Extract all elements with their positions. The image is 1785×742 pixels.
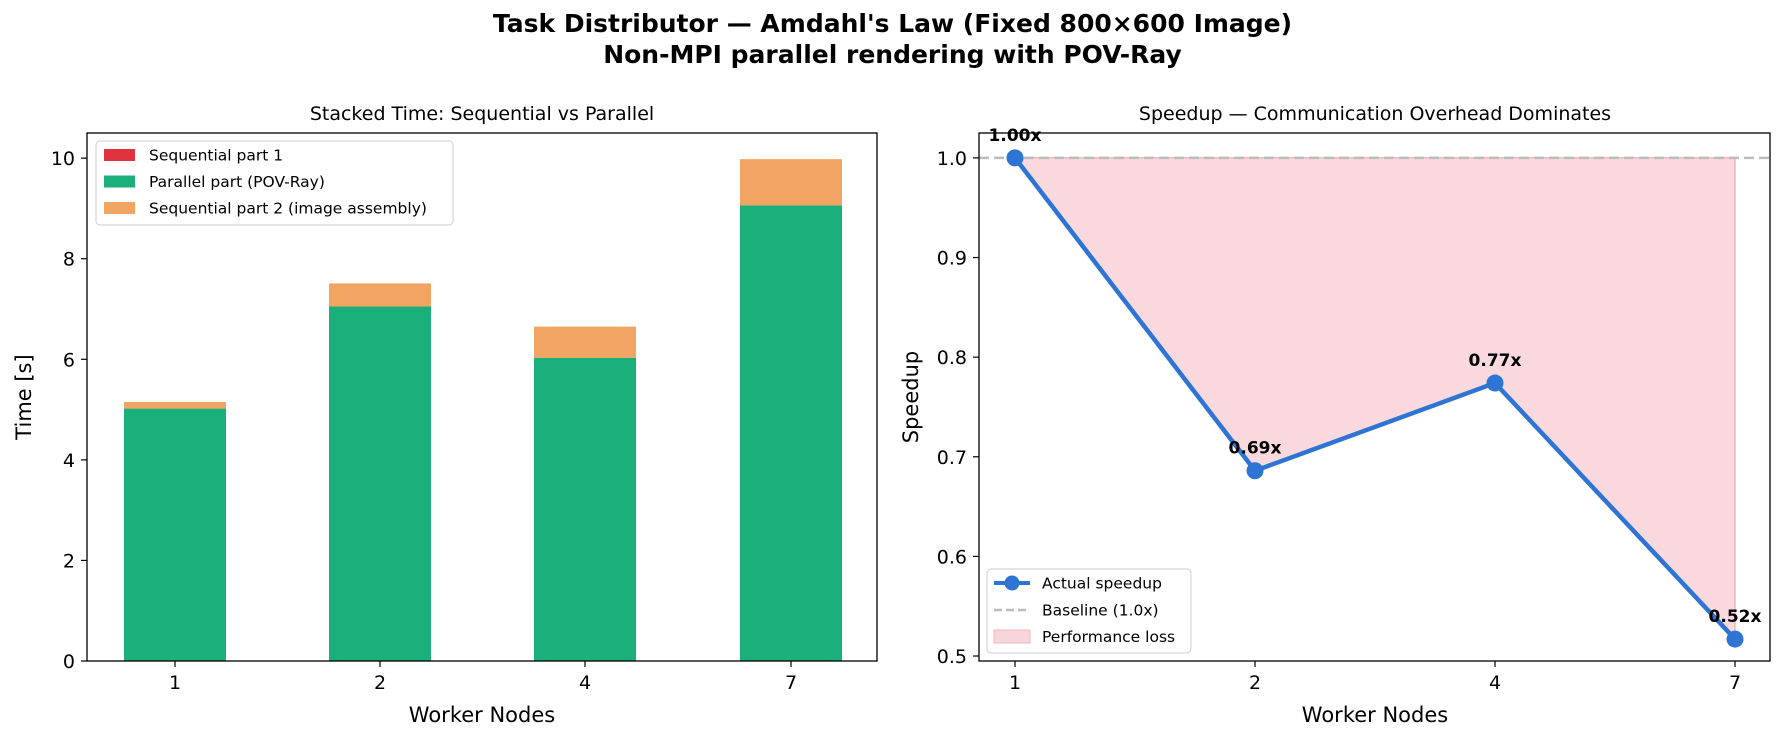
figure-title: Task Distributor — Amdahl's Law (Fixed 8…: [0, 8, 1785, 70]
data-label: 0.69x: [1229, 439, 1282, 459]
legend-label: Actual speedup: [1042, 575, 1162, 593]
bar-segment-parallel: [124, 408, 226, 661]
x-tick-label: 1: [1009, 672, 1021, 694]
plot-frame: [978, 132, 1771, 662]
y-tick-label: 0.7: [937, 447, 967, 469]
x-tick-label: 7: [785, 672, 797, 694]
y-tick-label: 0: [63, 651, 75, 673]
chart-title: Speedup — Communication Overhead Dominat…: [1139, 103, 1611, 125]
legend-label: Performance loss: [1042, 628, 1175, 646]
y-axis-label: Time [s]: [12, 354, 36, 440]
x-tick-label: 7: [1729, 672, 1741, 694]
performance-loss-area: [1013, 157, 1736, 641]
data-label: 0.77x: [1469, 351, 1522, 371]
bar-segment-sequential-2: [124, 402, 226, 409]
legend: Sequential part 1 Parallel part (POV-Ray)…: [95, 140, 454, 226]
figure-title-line-1: Task Distributor — Amdahl's Law (Fixed 8…: [492, 9, 1293, 38]
x-tick-label: 4: [579, 672, 591, 694]
chart-title: Stacked Time: Sequential vs Parallel: [310, 103, 654, 125]
y-axis-ticks: 0.5 0.6 0.7 0.8 0.9 1.0: [937, 148, 979, 668]
legend-swatch: [104, 175, 135, 188]
speedup-point: [1246, 462, 1264, 480]
bars-group: [124, 159, 842, 661]
speedup-point: [1486, 374, 1504, 392]
bar-segment-parallel: [740, 205, 842, 661]
bar-segment-sequential-2: [329, 283, 431, 307]
y-tick-label: 6: [63, 349, 75, 371]
plot-area: 1.00x 0.69x 0.77x 0.52x: [979, 126, 1770, 648]
legend-box: [986, 568, 1192, 654]
y-tick-label: 2: [63, 550, 75, 572]
y-tick-label: 10: [51, 148, 75, 170]
speedup-point: [1006, 149, 1024, 167]
x-axis-label: Worker Nodes: [1302, 703, 1448, 727]
x-tick-label: 2: [1249, 672, 1261, 694]
x-axis-label: Worker Nodes: [409, 703, 555, 727]
data-label: 0.52x: [1709, 607, 1762, 627]
y-tick-label: 1.0: [937, 148, 967, 170]
legend-swatch: [104, 202, 135, 214]
legend-label: Sequential part 2 (image assembly): [149, 200, 427, 218]
x-tick-label: 4: [1489, 672, 1501, 694]
speedup-point: [1726, 630, 1744, 648]
x-tick-label: 1: [169, 672, 181, 694]
bar-segment-sequential-2: [740, 159, 842, 206]
y-axis-label: Speedup: [899, 351, 923, 443]
y-tick-label: 0.5: [937, 646, 967, 668]
plot-frame: [86, 132, 878, 662]
y-tick-label: 0.6: [937, 546, 967, 568]
x-axis-ticks: 1 2 4 7: [169, 661, 797, 694]
speedup-chart: Speedup — Communication Overhead Dominat…: [899, 103, 1771, 727]
data-label: 1.00x: [989, 126, 1042, 146]
speedup-line: [1013, 156, 1737, 641]
y-axis-ticks: 0 2 4 6 8 10: [51, 148, 87, 673]
legend-swatch: [993, 629, 1031, 644]
bar-segment-parallel: [534, 357, 636, 661]
stacked-time-chart: Stacked Time: Sequential vs Parallel 1 2 4…: [12, 103, 878, 727]
y-tick-label: 4: [63, 450, 75, 472]
bar-segment-parallel: [329, 306, 431, 661]
y-tick-label: 0.9: [937, 248, 967, 270]
legend-label: Baseline (1.0x): [1042, 602, 1159, 620]
figure-title-line-2: Non-MPI parallel rendering with POV-Ray: [603, 40, 1182, 69]
y-tick-label: 0.8: [937, 347, 967, 369]
legend-swatch: [104, 149, 135, 161]
legend-box: [95, 140, 454, 226]
y-tick-label: 8: [63, 249, 75, 271]
bar-segment-sequential-2: [534, 326, 636, 358]
legend-label: Sequential part 1: [149, 147, 283, 165]
legend: Actual speedup Baseline (1.0x) Performance…: [986, 568, 1192, 654]
legend-marker: [1004, 575, 1020, 591]
legend-label: Parallel part (POV-Ray): [149, 173, 325, 191]
x-tick-label: 2: [374, 672, 386, 694]
x-axis-ticks: 1 2 4 7: [1009, 661, 1741, 694]
